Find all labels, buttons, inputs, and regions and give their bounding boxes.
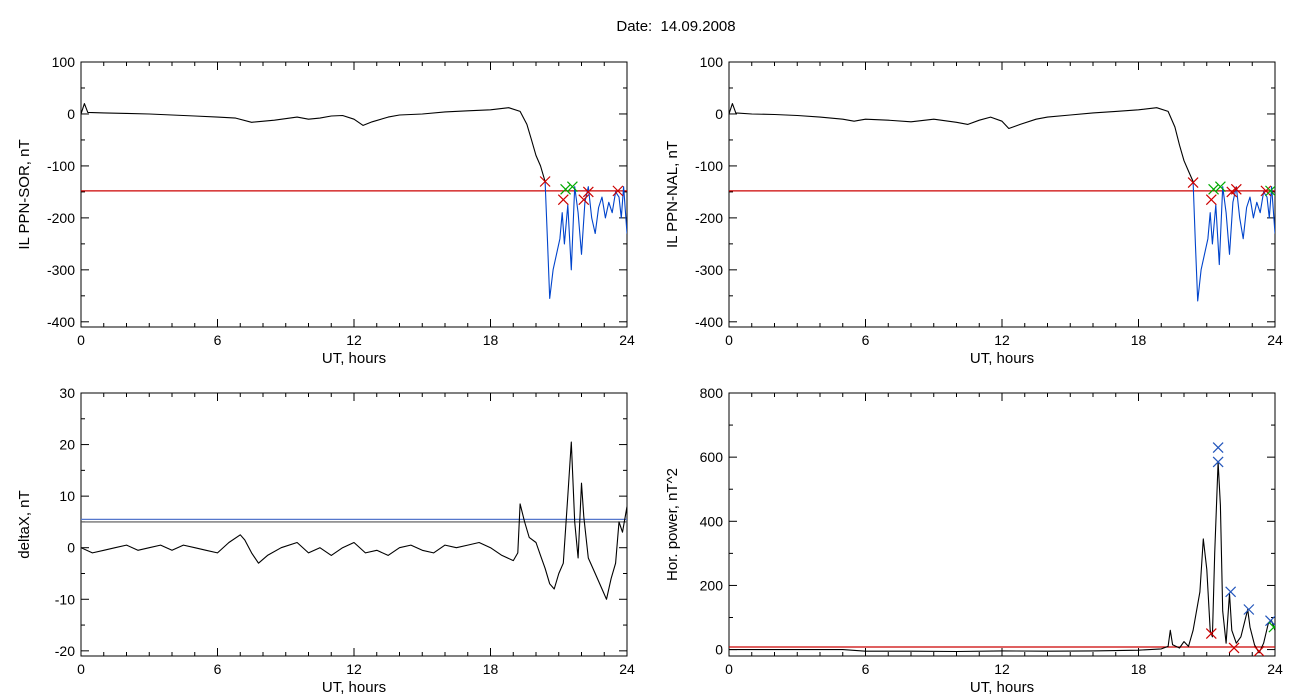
plot-data [81, 103, 627, 299]
plot-data [729, 442, 1275, 656]
x-tick-label: 18 [1131, 332, 1147, 348]
panel-il-ppn-nal: 0 6 12 18 24 100 0 -100 -200 -300 -400 UT, hours IL … [664, 54, 1283, 367]
x-tick-label: 24 [619, 661, 635, 677]
x-tick-label: 6 [214, 332, 222, 348]
x-tick-label: 18 [1131, 661, 1147, 677]
x-axis-label: UT, hours [322, 679, 386, 696]
y-tick-label: -100 [695, 158, 723, 174]
y-tick-label: 600 [700, 449, 724, 465]
y-axis-label: IL PPN-SOR, nT [16, 139, 33, 249]
series-line [1192, 181, 1275, 302]
marker [1205, 194, 1217, 206]
marker [1214, 181, 1226, 193]
y-tick-label: 0 [67, 540, 75, 556]
y-tick-label: -300 [47, 262, 75, 278]
y-tick-label: -200 [695, 210, 723, 226]
y-tick-label: -100 [47, 158, 75, 174]
marker [1265, 185, 1275, 197]
x-tick-label: 24 [1267, 332, 1283, 348]
marker [1228, 642, 1240, 654]
y-tick-label: -300 [695, 262, 723, 278]
x-tick-label: 12 [994, 661, 1010, 677]
x-tick-label: 0 [725, 332, 733, 348]
plot-data [729, 103, 1275, 302]
plot-frame [728, 392, 1276, 657]
y-tick-label: 20 [59, 437, 75, 453]
series-line [729, 461, 1275, 654]
y-tick-label: 100 [700, 54, 724, 70]
x-axis-label: UT, hours [322, 350, 386, 367]
marker [1268, 621, 1275, 633]
y-tick-label: 0 [715, 106, 723, 122]
series-line [81, 103, 546, 182]
marker [557, 194, 569, 206]
x-tick-label: 0 [77, 661, 85, 677]
marker [566, 181, 578, 193]
y-tick-label: 30 [59, 385, 75, 401]
panel-il-ppn-sor: 0 6 12 18 24 100 0 -100 -200 -300 -400 UT, hours IL … [16, 54, 635, 367]
marker [1265, 615, 1275, 627]
y-tick-label: 10 [59, 488, 75, 504]
series-line [81, 441, 627, 600]
plot-data [81, 441, 627, 600]
marker [1253, 645, 1265, 656]
y-axis-label: deltaX, nT [16, 490, 33, 558]
marker [578, 194, 590, 206]
x-tick-label: 6 [862, 661, 870, 677]
panel-hor-power: 0 6 12 18 24 800 600 400 200 0 UT, hours Hor. power… [664, 385, 1283, 696]
y-tick-label: 0 [715, 642, 723, 658]
marker [539, 176, 551, 187]
marker [1260, 185, 1272, 197]
panel-deltax: 0 6 12 18 24 30 20 10 0 -10 -20 UT, hours deltaX, nT [16, 385, 635, 696]
marker [1230, 183, 1242, 195]
x-tick-label: 18 [483, 661, 499, 677]
y-axis-label: Hor. power, nT^2 [664, 468, 681, 581]
y-tick-label: -20 [55, 643, 75, 659]
page-title: Date: 14.09.2008 [616, 18, 736, 35]
series-line [544, 181, 627, 299]
x-tick-label: 6 [214, 661, 222, 677]
marker [560, 183, 571, 195]
marker [1225, 586, 1237, 598]
x-tick-label: 24 [1267, 661, 1283, 677]
x-axis-label: UT, hours [970, 350, 1034, 367]
y-tick-label: 800 [700, 385, 724, 401]
marker [1212, 442, 1224, 453]
x-tick-label: 12 [346, 661, 362, 677]
plot-frame [80, 392, 628, 657]
y-tick-label: 0 [67, 106, 75, 122]
y-axis-label: IL PPN-NAL, nT [664, 141, 681, 248]
marker [1205, 628, 1217, 639]
y-tick-label: 200 [700, 577, 724, 593]
series-line [729, 103, 1194, 182]
y-tick-label: 100 [52, 54, 76, 70]
x-axis-label: UT, hours [970, 679, 1034, 696]
marker [1212, 456, 1224, 468]
x-tick-label: 24 [619, 332, 635, 348]
y-tick-label: -10 [55, 591, 75, 607]
marker [582, 186, 594, 198]
y-tick-label: -400 [695, 314, 723, 330]
x-tick-label: 0 [725, 661, 733, 677]
y-tick-label: 400 [700, 513, 724, 529]
y-tick-label: -400 [47, 314, 75, 330]
marker [1187, 177, 1199, 188]
x-tick-label: 6 [862, 332, 870, 348]
x-tick-label: 12 [994, 332, 1010, 348]
x-tick-label: 12 [346, 332, 362, 348]
marker [1243, 604, 1255, 615]
y-tick-label: -200 [47, 210, 75, 226]
x-tick-label: 0 [77, 332, 85, 348]
marker [612, 185, 624, 197]
x-tick-label: 18 [483, 332, 499, 348]
marker [1208, 183, 1219, 195]
